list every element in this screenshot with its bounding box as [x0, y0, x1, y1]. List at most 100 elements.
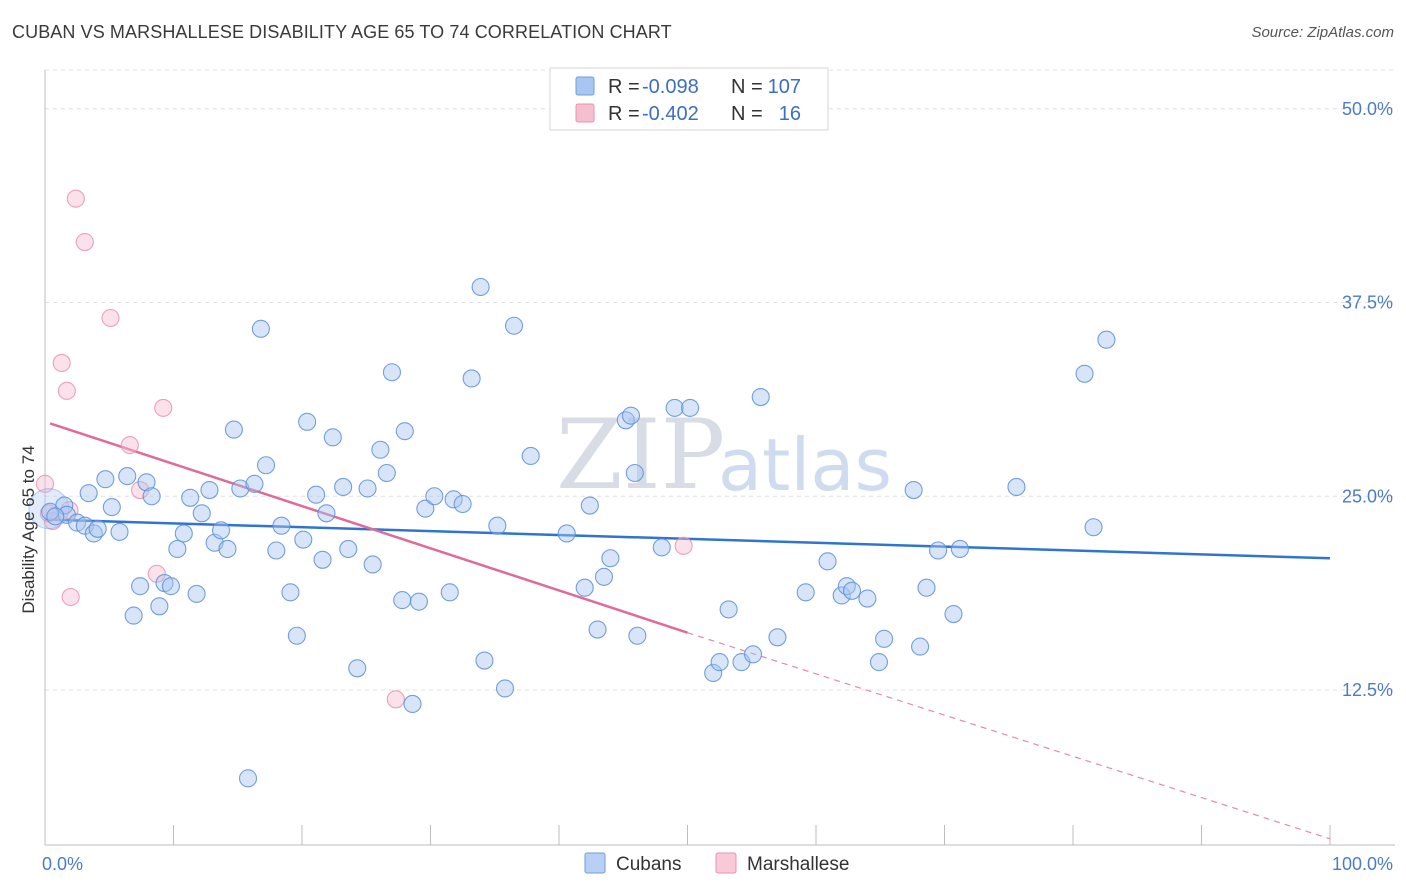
trend-lines [44, 422, 1331, 840]
cubans-point-59 [444, 490, 463, 509]
cubans-point-96 [904, 480, 923, 500]
cubans-point-10 [110, 522, 129, 541]
cubans-point-8 [96, 470, 115, 489]
cubans-point-93 [858, 589, 877, 608]
series-legend-swatch-marshallese [715, 852, 737, 874]
marshallese-point-2 [52, 353, 71, 373]
gridlines [45, 69, 1395, 691]
cubans-point-105 [1097, 330, 1116, 349]
cubans-point-31 [245, 474, 264, 493]
marshallese-point-3 [57, 381, 76, 400]
cubans-point-58 [440, 583, 459, 602]
y-axis-title: Disability Age 65 to 74 [19, 445, 38, 613]
cubans-point-18 [161, 577, 180, 596]
cubans-point-83 [719, 600, 738, 619]
cubans-point-9 [102, 498, 121, 517]
cubans-point-87 [768, 628, 787, 647]
cubans-point-79 [665, 398, 684, 417]
cubans-point-49 [371, 440, 390, 459]
cubans-point-64 [488, 516, 507, 535]
cubans-point-36 [281, 583, 300, 602]
x-tick-label-0: 0.0% [42, 854, 83, 874]
legend-box [549, 67, 829, 131]
cubans-point-26 [211, 521, 231, 540]
axes [44, 70, 1395, 846]
cubans-point-23 [192, 504, 211, 523]
cubans-point-81 [704, 663, 723, 683]
y-tick-label-1: 25.0% [1342, 486, 1393, 506]
cubans-point-14 [137, 473, 156, 492]
marshallese-point-8 [101, 308, 120, 328]
y-tick-labels: 12.5% 25.0% 37.5% 50.0% [1342, 99, 1393, 700]
cubans-point-52 [393, 591, 412, 610]
cubans-point-45 [339, 539, 358, 559]
cubans-point-54 [403, 694, 422, 714]
marshallese-point-0 [35, 474, 55, 493]
cubans-point-30 [238, 769, 258, 788]
marshallese-trend-extension [687, 632, 1331, 840]
cubans-point-35 [272, 516, 291, 535]
legend-r-value-cubans: -0.098 [642, 76, 699, 98]
cubans-point-12 [124, 606, 143, 625]
series-legend-label-cubans: Cubans [616, 854, 682, 875]
chart-title: CUBAN VS MARSHALLESE DISABILITY AGE 65 T… [12, 22, 672, 42]
cubans-point-73 [601, 549, 620, 568]
cubans-point-101 [950, 539, 969, 559]
cubans-points [28, 277, 1116, 788]
cubans-point-11 [118, 467, 137, 486]
legend-swatch-marshallese [575, 103, 595, 123]
marshallese-point-6 [66, 189, 85, 208]
legend-r-label-marshallese: R = [608, 103, 640, 125]
cubans-point-66 [504, 316, 524, 335]
cubans-point-48 [363, 555, 382, 574]
cubans-point-99 [929, 541, 948, 560]
cubans-point-85 [743, 645, 763, 664]
series-legend-swatch-cubans [584, 852, 606, 874]
cubans-point-76 [625, 463, 644, 483]
cubans-point-95 [875, 629, 894, 648]
x-tick-label-1: 100.0% [1332, 854, 1393, 874]
cubans-point-33 [256, 456, 276, 475]
cubans-point-68 [557, 524, 576, 543]
y-tick-label-2: 37.5% [1342, 293, 1393, 313]
cubans-point-19 [168, 539, 187, 559]
y-tick-label-3: 50.0% [1342, 99, 1393, 119]
cubans-point-7 [88, 519, 107, 538]
watermark-atlas: atlas [718, 423, 892, 507]
y-tick-label-0: 12.5% [1342, 680, 1393, 700]
cubans-point-5 [79, 484, 98, 503]
series-legend-label-marshallese: Marshallese [747, 854, 849, 875]
cubans-point-65 [495, 679, 515, 698]
correlation-legend: R = -0.098 N = 107 R = -0.402 N = 16 [549, 67, 829, 131]
marshallese-point-13 [386, 690, 405, 709]
cubans-point-104 [1084, 518, 1103, 537]
cubans-point-86 [751, 387, 770, 407]
cubans-point-78 [652, 538, 671, 557]
cubans-point-15 [142, 487, 161, 506]
legend-r-value-marshallese: -0.402 [642, 103, 699, 125]
cubans-point-41 [313, 550, 332, 569]
cubans-point-63 [475, 651, 494, 670]
cubans-point-102 [1007, 477, 1026, 497]
cubans-point-80 [681, 398, 700, 417]
cubans-point-103 [1075, 364, 1094, 383]
marshallese-point-7 [75, 233, 94, 252]
cubans-point-43 [323, 428, 342, 447]
watermark: ZIP atlas [556, 399, 892, 511]
cubans-point-40 [307, 485, 326, 504]
marshallese-point-11 [147, 564, 166, 583]
cubans-point-62 [471, 277, 490, 297]
cubans-point-28 [224, 420, 243, 439]
cubans-point-16 [150, 597, 169, 616]
legend-n-value-cubans: 107 [768, 76, 801, 98]
cubans-point-51 [382, 363, 402, 382]
legend-swatch-cubans [575, 76, 595, 96]
cubans-point-42 [317, 504, 336, 523]
cubans-point-70 [580, 496, 599, 515]
cubans-point-98 [917, 578, 936, 597]
marshallese-point-9 [120, 436, 139, 455]
cubans-point-29 [231, 479, 250, 498]
cubans-point-46 [348, 659, 367, 678]
x-tick-labels: 0.0% 100.0% [42, 854, 1393, 874]
